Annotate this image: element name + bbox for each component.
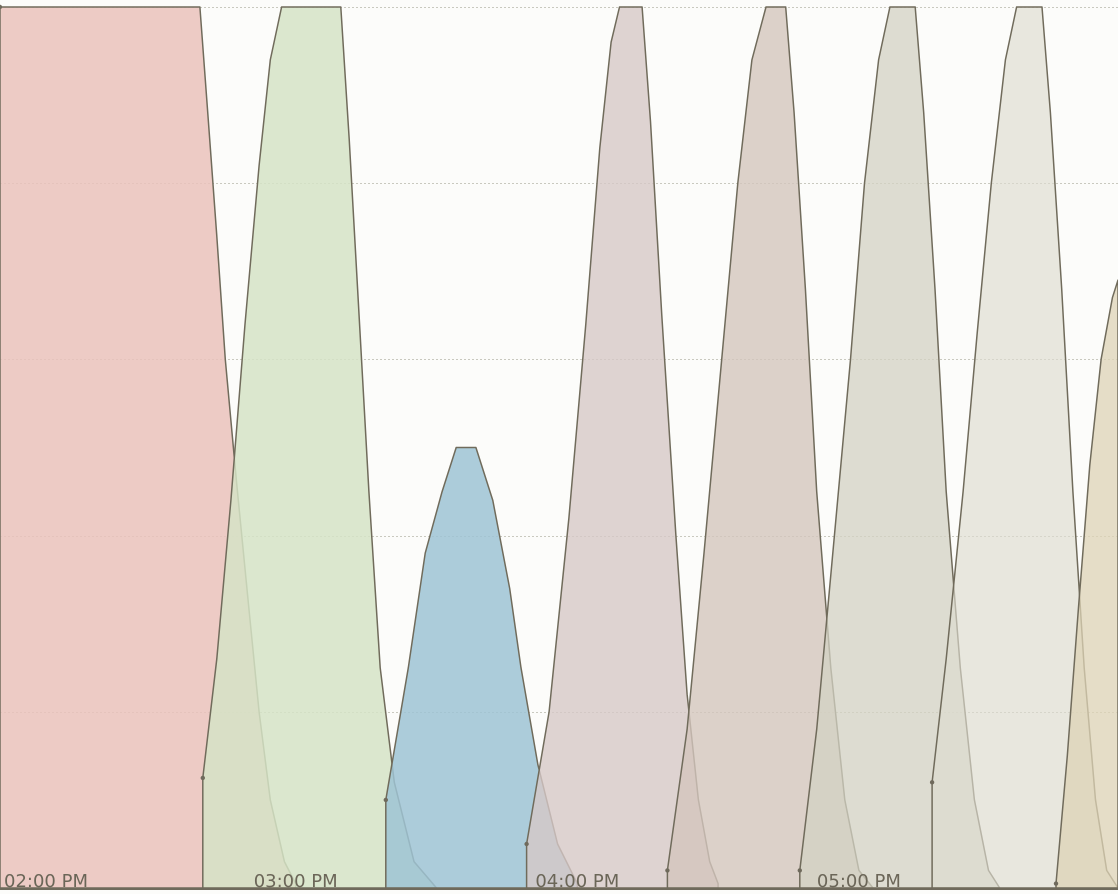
- series-start-point-8: [1053, 881, 1059, 886]
- x-axis: 02:00 PM 03:00 PM 04:00 PM 05:00 PM: [0, 871, 1118, 892]
- series-start-point-5: [665, 868, 670, 873]
- series-area-8: [1055, 279, 1118, 889]
- x-tick-label-2: 04:00 PM: [535, 871, 619, 892]
- series-layer: [0, 4, 1118, 889]
- x-tick-label-3: 05:00 PM: [817, 871, 901, 892]
- x-tick-label-1: 03:00 PM: [254, 871, 338, 892]
- series-start-point-6: [797, 868, 802, 873]
- x-tick-label-0: 02:00 PM: [4, 871, 88, 892]
- series-start-point-2: [200, 775, 205, 781]
- series-start-point-4: [524, 841, 529, 847]
- series-start-point-3: [383, 797, 388, 803]
- series-start-point-1: [0, 4, 3, 10]
- series-start-point-7: [929, 780, 935, 785]
